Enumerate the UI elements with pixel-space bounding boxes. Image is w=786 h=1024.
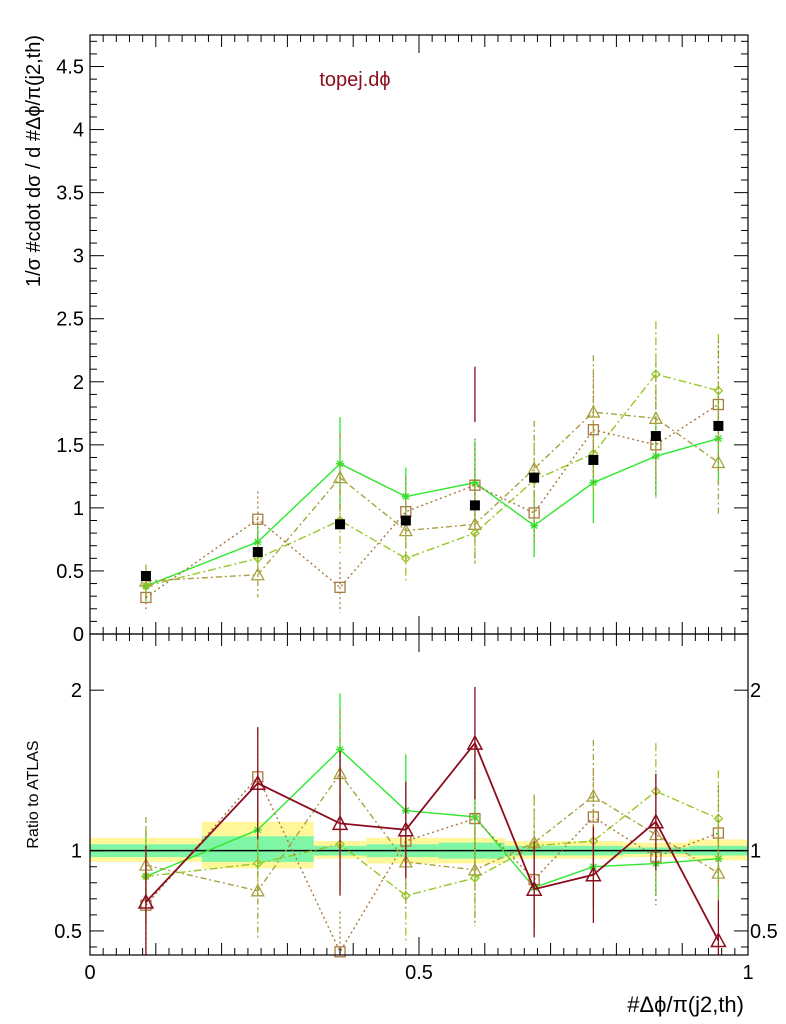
series-line-mc2 <box>145 373 719 587</box>
point-mc2-3 <box>400 553 411 564</box>
data-point-4 <box>469 500 480 511</box>
point-mc3-8 <box>712 398 725 411</box>
series-mc4 <box>138 355 726 598</box>
ratio-line-mc2 <box>145 790 719 897</box>
point-mc4-8 <box>711 455 726 469</box>
data-point-8 <box>713 420 724 431</box>
ratio-point-mc5-7 <box>647 813 665 829</box>
ratio-point-mc4-6 <box>586 788 601 802</box>
point-mc3-1 <box>252 513 264 525</box>
series-mc3 <box>140 341 725 613</box>
chart-title: topej.dϕ <box>319 69 390 91</box>
point-mc4-6 <box>586 404 601 418</box>
top-y-tick-label: 2 <box>73 372 84 394</box>
data-point-0 <box>140 570 151 581</box>
point-mc4-4 <box>467 516 483 530</box>
data-point-2 <box>335 519 346 530</box>
ratio-point-mc1-2 <box>336 745 345 754</box>
uncertainty-bands <box>90 821 748 869</box>
x-axis-label: #Δϕ/π(j2,th) <box>627 992 744 1017</box>
point-mc3-0 <box>140 591 152 604</box>
series-mc2 <box>141 321 724 599</box>
point-mc3-4 <box>469 479 481 491</box>
top-y-tick-label: 4 <box>73 120 84 142</box>
ratio-point-mc5-6 <box>585 866 602 882</box>
bottom-y-tick-label: 2 <box>71 680 82 702</box>
point-mc2-0 <box>141 581 151 591</box>
top-y-tick-label: 3 <box>73 246 84 268</box>
data-point-3 <box>400 515 411 526</box>
x-tick-label: 1 <box>742 962 753 984</box>
series-line-mc4 <box>145 411 719 582</box>
bottom-y-tick-label: 1 <box>71 841 82 863</box>
bottom-y-tick-label-right: 1 <box>750 841 761 863</box>
top-y-axis-label: 1/σ #cdot dσ / d #Δϕ/π(j2,th) <box>23 35 45 287</box>
ratio-point-mc5-0 <box>137 893 155 909</box>
ratio-point-mc5-1 <box>249 774 267 791</box>
point-mc4-1 <box>250 567 265 581</box>
ratio-point-mc4-8 <box>711 865 726 879</box>
top-y-tick-label: 1 <box>73 498 84 520</box>
series-mc1 <box>141 394 723 602</box>
top-y-tick-label: 2.5 <box>56 309 84 331</box>
ratio-line-mc4 <box>145 772 719 892</box>
point-mc1-6 <box>589 478 598 487</box>
ratio-series-mc5 <box>137 686 727 955</box>
top-y-tick-label: 0 <box>73 624 84 646</box>
point-mc4-7 <box>648 411 663 425</box>
ratio-point-mc5-3 <box>397 821 415 837</box>
top-y-tick-label: 4.5 <box>56 57 84 79</box>
axes: 00.511.522.533.544.50.5 0.51 12 20 0.5 1#Δϕ/π… <box>23 34 778 1017</box>
top-y-tick-label: 1.5 <box>56 435 84 457</box>
point-mc4-2 <box>332 470 348 484</box>
data-points <box>140 420 724 581</box>
point-mc1-3 <box>401 492 410 501</box>
point-mc4-3 <box>398 523 413 537</box>
top-y-tick-label: 3.5 <box>56 183 84 205</box>
ratio-point-mc2-8 <box>713 813 724 824</box>
bottom-y-tick-label-right: 0.5 <box>750 921 778 943</box>
bottom-y-axis-label: Ratio to ATLAS <box>25 740 42 848</box>
data-point-5 <box>529 472 540 483</box>
ratio-point-mc4-4 <box>467 862 483 876</box>
point-mc2-4 <box>470 528 480 539</box>
ratio-point-mc2-4 <box>470 873 480 883</box>
ratio-point-mc5-4 <box>466 734 484 750</box>
mc-series <box>137 321 727 958</box>
x-tick-label: 0 <box>84 962 95 984</box>
top-y-tick-label: 0.5 <box>56 561 84 583</box>
ratio-point-mc5-8 <box>710 931 727 948</box>
x-tick-label: 0.5 <box>405 962 433 984</box>
bottom-y-tick-label: 0.5 <box>54 921 82 943</box>
point-mc3-2 <box>334 581 346 593</box>
ratio-line-mc5 <box>145 741 720 941</box>
data-point-1 <box>252 547 263 558</box>
bottom-y-tick-label-right: 2 <box>750 680 761 702</box>
data-point-6 <box>588 454 599 465</box>
data-point-7 <box>650 431 661 442</box>
bottom-frame <box>89 633 749 956</box>
series-line-mc3 <box>145 403 719 599</box>
ratio-point-mc3-2 <box>334 946 346 958</box>
ratio-point-mc5-2 <box>331 814 349 831</box>
top-frame <box>89 34 749 635</box>
ratio-point-mc5-5 <box>525 880 543 896</box>
point-mc2-8 <box>713 385 724 396</box>
ratio-point-mc4-1 <box>250 883 265 897</box>
series-line-mc1 <box>145 437 719 587</box>
